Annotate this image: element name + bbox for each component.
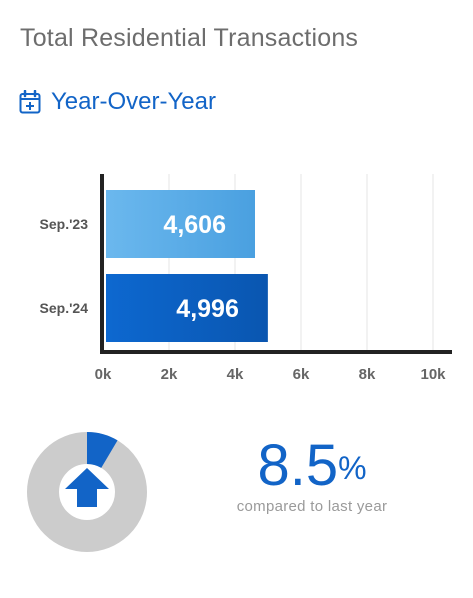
arrow-up-icon bbox=[65, 468, 109, 507]
x-tick-label: 6k bbox=[293, 366, 310, 383]
bar bbox=[106, 190, 255, 258]
y-category-label: Sep.'23 bbox=[40, 216, 89, 232]
x-tick-label: 10k bbox=[420, 366, 446, 383]
change-caption: compared to last year bbox=[236, 498, 388, 515]
bar bbox=[106, 274, 268, 342]
section-subtitle: Year-Over-Year bbox=[19, 88, 216, 116]
page-title: Total Residential Transactions bbox=[20, 24, 359, 52]
subtitle-label: Year-Over-Year bbox=[51, 88, 216, 115]
x-tick-label: 2k bbox=[161, 366, 178, 383]
calendar-plus-icon bbox=[19, 89, 41, 114]
change-summary: 8.5% compared to last year bbox=[222, 436, 402, 516]
x-tick-label: 8k bbox=[359, 366, 376, 383]
change-unit: % bbox=[338, 450, 367, 486]
change-donut bbox=[27, 432, 147, 552]
bar-value-label: 4,606 bbox=[163, 211, 226, 239]
bar-value-label: 4,996 bbox=[176, 295, 239, 323]
change-value: 8.5 bbox=[257, 433, 339, 498]
x-tick-label: 4k bbox=[227, 366, 244, 383]
bar-chart: 4,606 4,996 0k 2k 4k 6k 8k 10k Sep.'23 Sep.'24 bbox=[40, 174, 452, 383]
x-tick-label: 0k bbox=[95, 366, 112, 383]
change-percent: 8.5% bbox=[222, 436, 402, 496]
y-category-label: Sep.'24 bbox=[40, 300, 89, 316]
donut-arc bbox=[86, 432, 118, 469]
